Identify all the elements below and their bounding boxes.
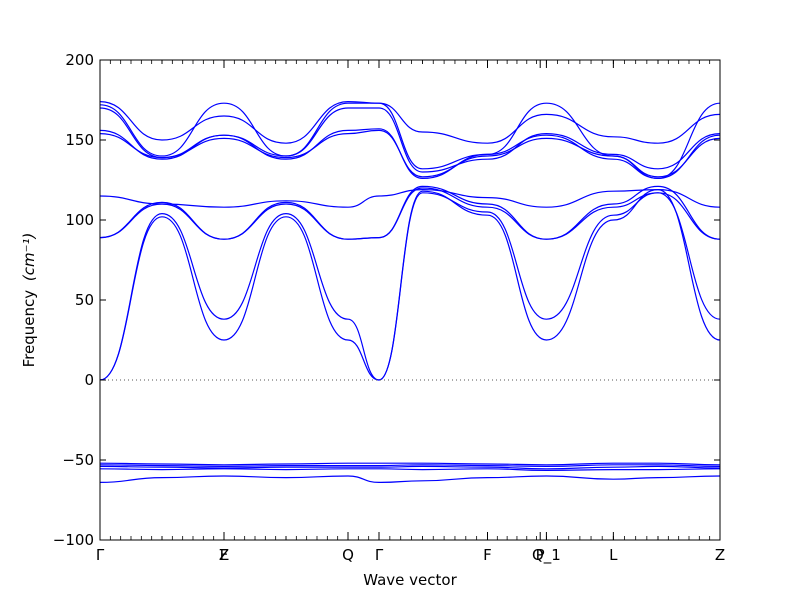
x-tick-label: Γ bbox=[375, 546, 384, 564]
y-tick-label: 50 bbox=[75, 291, 94, 309]
band-line-10 bbox=[99, 462, 721, 466]
band-line-11 bbox=[99, 464, 721, 468]
band-line-1 bbox=[99, 192, 721, 381]
y-tick-label: 150 bbox=[65, 131, 94, 149]
y-axis-label-text: Frequency bbox=[20, 290, 38, 368]
x-tick-label: Z bbox=[715, 546, 725, 564]
y-axis-ticks: −100 −50 0 50 100 150 200 bbox=[53, 51, 720, 549]
x-tick-label: Q_1 bbox=[532, 546, 561, 565]
x-tick-label: F bbox=[220, 546, 229, 564]
x-tick-label: P bbox=[536, 546, 545, 564]
band-line-14 bbox=[99, 475, 721, 484]
y-tick-label: −50 bbox=[62, 451, 94, 469]
y-axis-label: Frequency (cm⁻¹) bbox=[20, 233, 38, 368]
band-line-9 bbox=[99, 100, 721, 144]
x-tick-label: Z bbox=[219, 546, 229, 564]
band-lines bbox=[99, 100, 721, 484]
x-tick-label: L bbox=[609, 546, 618, 564]
x-tick-label: Q bbox=[342, 546, 354, 564]
band-line-8 bbox=[99, 102, 721, 180]
x-axis-ticks: Γ FZ Q Γ F PQ_1 L Z bbox=[96, 60, 725, 565]
y-tick-label: 100 bbox=[65, 211, 94, 229]
x-tick-label: Γ bbox=[96, 546, 105, 564]
x-tick-label: F bbox=[483, 546, 492, 564]
band-line-12 bbox=[99, 465, 721, 470]
y-axis-label-unit: (cm⁻¹) bbox=[20, 233, 38, 282]
x-axis-label: Wave vector bbox=[363, 571, 457, 589]
band-line-7 bbox=[99, 107, 721, 173]
y-tick-label: −100 bbox=[53, 531, 94, 549]
band-line-13 bbox=[99, 468, 721, 472]
band-line-3 bbox=[99, 185, 721, 240]
y-tick-label: 0 bbox=[84, 371, 94, 389]
y-tick-label: 200 bbox=[65, 51, 94, 69]
band-line-4 bbox=[99, 188, 721, 208]
